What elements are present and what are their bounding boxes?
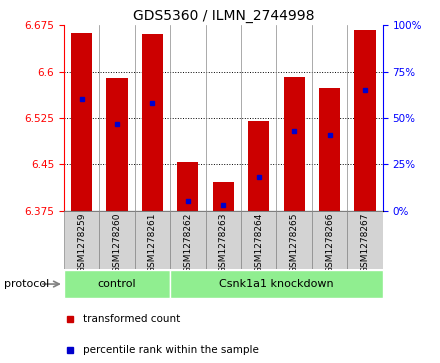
Text: GSM1278263: GSM1278263 bbox=[219, 212, 228, 273]
Bar bbox=[142, 34, 163, 211]
Text: GSM1278262: GSM1278262 bbox=[183, 212, 192, 273]
Bar bbox=[135, 211, 170, 269]
Bar bbox=[347, 211, 383, 269]
Text: GSM1278259: GSM1278259 bbox=[77, 212, 86, 273]
Bar bbox=[170, 211, 205, 269]
Text: GSM1278266: GSM1278266 bbox=[325, 212, 334, 273]
Text: GSM1278264: GSM1278264 bbox=[254, 212, 263, 273]
Text: percentile rank within the sample: percentile rank within the sample bbox=[83, 345, 259, 355]
Title: GDS5360 / ILMN_2744998: GDS5360 / ILMN_2744998 bbox=[132, 9, 314, 23]
Bar bbox=[71, 33, 92, 211]
Bar bbox=[99, 211, 135, 269]
Bar bbox=[319, 88, 340, 211]
Bar bbox=[205, 211, 241, 269]
Bar bbox=[170, 270, 383, 298]
Bar bbox=[355, 30, 376, 211]
Text: Csnk1a1 knockdown: Csnk1a1 knockdown bbox=[219, 279, 334, 289]
Text: control: control bbox=[98, 279, 136, 289]
Bar bbox=[312, 211, 347, 269]
Bar bbox=[64, 270, 170, 298]
Bar bbox=[248, 121, 269, 211]
Text: GSM1278261: GSM1278261 bbox=[148, 212, 157, 273]
Bar bbox=[106, 78, 128, 211]
Bar bbox=[213, 182, 234, 211]
Bar bbox=[283, 77, 305, 211]
Bar bbox=[241, 211, 276, 269]
Text: protocol: protocol bbox=[4, 279, 50, 289]
Text: transformed count: transformed count bbox=[83, 314, 180, 323]
Text: GSM1278260: GSM1278260 bbox=[113, 212, 121, 273]
Bar bbox=[64, 211, 99, 269]
Bar bbox=[276, 211, 312, 269]
Text: GSM1278265: GSM1278265 bbox=[290, 212, 299, 273]
Bar bbox=[177, 162, 198, 211]
Text: GSM1278267: GSM1278267 bbox=[360, 212, 370, 273]
